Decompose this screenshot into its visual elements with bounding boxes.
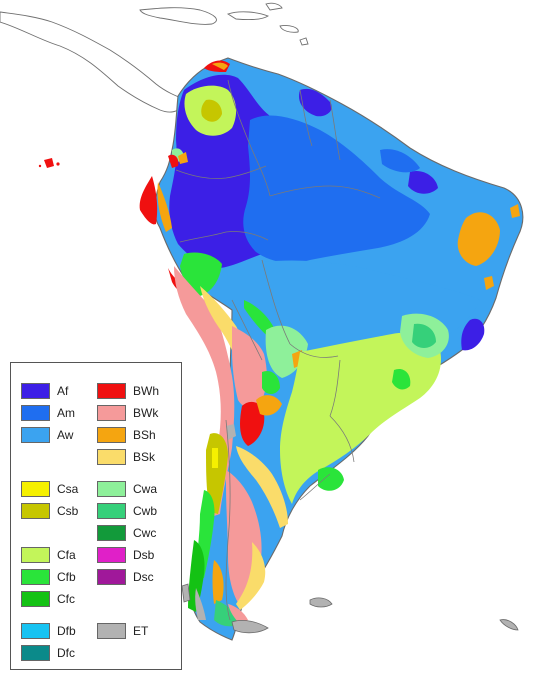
- southern-islands: [181, 583, 519, 634]
- legend-label-dsc: Dsc: [133, 570, 154, 584]
- legend-swatch-dsb: [97, 547, 126, 563]
- legend-label-af: Af: [57, 384, 69, 398]
- legend-label-dfc: Dfc: [57, 646, 75, 660]
- legend-swatch-bsk: [97, 449, 126, 465]
- legend-swatch-dfb: [21, 623, 50, 639]
- galapagos: [38, 158, 60, 168]
- legend-swatch-cwa: [97, 481, 126, 497]
- legend-swatch-cwc: [97, 525, 126, 541]
- climate-zones: [139, 60, 520, 627]
- country-borders: [175, 79, 381, 621]
- legend-swatch-am: [21, 405, 50, 421]
- legend-swatch-af: [21, 383, 50, 399]
- legend-label-bwk: BWk: [133, 406, 159, 420]
- legend-swatch-cfa: [21, 547, 50, 563]
- legend-label-cfa: Cfa: [57, 548, 76, 562]
- legend-label-cwc: Cwc: [133, 526, 157, 540]
- legend-label-cfb: Cfb: [57, 570, 76, 584]
- climate-legend: Af Am Aw Csa Csb Cfa Cfb Cfc Dfb Dfc BWh BWk BSh BSk C…: [10, 362, 182, 670]
- legend-swatch-dfc: [21, 645, 50, 661]
- legend-label-csa: Csa: [57, 482, 79, 496]
- legend-label-bwh: BWh: [133, 384, 160, 398]
- legend-swatch-et: [97, 623, 126, 639]
- legend-swatch-csa: [21, 481, 50, 497]
- legend-label-am: Am: [57, 406, 75, 420]
- legend-label-cwa: Cwa: [133, 482, 158, 496]
- legend-swatch-aw: [21, 427, 50, 443]
- legend-swatch-cwb: [97, 503, 126, 519]
- legend-swatch-bwh: [97, 383, 126, 399]
- legend-label-bsh: BSh: [133, 428, 156, 442]
- legend-swatch-cfb: [21, 569, 50, 585]
- legend-label-cwb: Cwb: [133, 504, 158, 518]
- legend-swatch-cfc: [21, 591, 50, 607]
- legend-swatch-csb: [21, 503, 50, 519]
- legend-swatch-bwk: [97, 405, 126, 421]
- legend-label-et: ET: [133, 624, 149, 638]
- legend-label-aw: Aw: [57, 428, 74, 442]
- legend-label-dfb: Dfb: [57, 624, 76, 638]
- legend-label-cfc: Cfc: [57, 592, 75, 606]
- legend-swatch-dsc: [97, 569, 126, 585]
- legend-label-dsb: Dsb: [133, 548, 155, 562]
- legend-label-csb: Csb: [57, 504, 79, 518]
- legend-label-bsk: BSk: [133, 450, 156, 464]
- legend-swatch-bsh: [97, 427, 126, 443]
